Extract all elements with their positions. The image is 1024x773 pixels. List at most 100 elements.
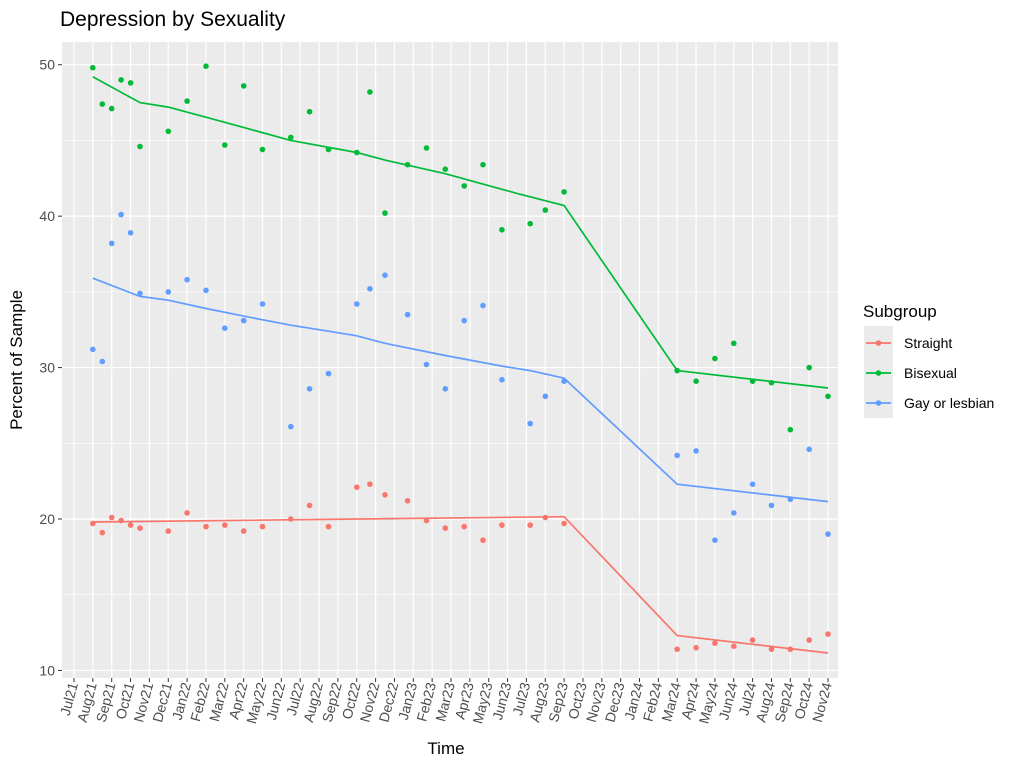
data-point [288, 516, 294, 522]
data-point [367, 481, 373, 488]
data-point [184, 510, 190, 516]
data-point [306, 502, 313, 509]
data-point [461, 523, 468, 530]
trend-line [92, 277, 829, 503]
legend: Subgroup Straight Bisexual Gay or lesbian [863, 302, 994, 418]
trend-line [92, 515, 829, 654]
y-tick-label: 40 [39, 208, 55, 224]
data-point [674, 452, 680, 459]
data-point [499, 227, 505, 233]
data-point [382, 492, 388, 498]
data-point [693, 644, 699, 651]
data-point [731, 510, 737, 516]
data-point [712, 640, 718, 646]
data-point [423, 361, 430, 368]
data-point [118, 211, 124, 218]
legend-key-point [875, 370, 882, 376]
data-point [203, 523, 209, 530]
data-point [99, 101, 106, 107]
data-point [480, 537, 486, 543]
y-tick-label: 30 [39, 360, 55, 376]
data-point [542, 207, 549, 213]
data-point [561, 520, 567, 527]
data-point [354, 301, 360, 307]
data-point [325, 523, 332, 530]
data-point [90, 64, 96, 71]
data-point [288, 423, 294, 430]
data-point [108, 514, 115, 521]
y-tick-label: 50 [39, 57, 55, 73]
data-point [527, 220, 533, 227]
data-point [461, 183, 468, 189]
data-point [108, 240, 115, 247]
data-point [288, 134, 294, 141]
legend-key-point [875, 400, 882, 406]
data-point [404, 311, 411, 318]
data-point [423, 145, 430, 151]
data-point [118, 77, 124, 83]
data-point [806, 446, 812, 453]
data-point [499, 376, 505, 383]
legend-title: Subgroup [863, 302, 937, 321]
data-point [108, 105, 115, 112]
trend-lines [92, 76, 829, 654]
data-point [542, 514, 549, 521]
data-point [240, 317, 247, 324]
data-point [749, 637, 756, 643]
legend-label: Straight [904, 335, 952, 351]
data-point [749, 378, 756, 385]
data-point [306, 108, 313, 115]
data-point [259, 301, 266, 307]
y-axis-title: Percent of Sample [7, 290, 26, 430]
data-point [712, 537, 718, 543]
data-point [480, 302, 486, 309]
data-point [165, 289, 172, 295]
data-point [222, 522, 228, 528]
data-point [806, 637, 812, 643]
data-point [442, 386, 449, 392]
data-point [749, 481, 756, 488]
data-point [731, 340, 737, 347]
data-point [825, 393, 831, 400]
x-axis: Jul21Aug21Sep21Oct21Nov21Dec21Jan22Feb22… [57, 678, 835, 725]
data-point [787, 496, 794, 503]
data-point [442, 525, 449, 531]
data-point [354, 484, 360, 491]
data-point [825, 531, 831, 537]
data-point [222, 142, 228, 148]
data-point [499, 522, 505, 528]
data-point [542, 393, 549, 400]
data-point [561, 378, 567, 385]
data-point [325, 370, 332, 377]
data-point [90, 346, 96, 353]
data-point [137, 143, 143, 150]
data-point [367, 89, 373, 95]
y-tick-label: 20 [39, 511, 55, 527]
data-point [825, 631, 831, 637]
data-point [382, 272, 388, 279]
data-point [461, 317, 468, 324]
data-point [768, 502, 775, 509]
data-point [165, 128, 172, 135]
data-point [240, 83, 247, 89]
chart-title: Depression by Sexuality [60, 8, 286, 31]
x-axis-title: Time [427, 739, 464, 758]
data-point [222, 325, 228, 332]
data-point [382, 210, 388, 216]
y-axis: 10 20 30 40 50 [39, 57, 62, 678]
data-point [306, 386, 313, 392]
data-point [527, 522, 533, 528]
plot-panel [62, 42, 838, 678]
data-point [731, 643, 737, 649]
data-points [90, 63, 831, 652]
data-point [203, 63, 209, 69]
data-point [712, 355, 718, 362]
data-point [118, 517, 124, 524]
data-point [137, 290, 143, 297]
data-point [184, 98, 190, 104]
data-point [442, 166, 449, 172]
data-point [127, 80, 134, 86]
data-point [561, 189, 567, 195]
data-point [184, 276, 190, 283]
legend-label: Gay or lesbian [904, 395, 994, 411]
